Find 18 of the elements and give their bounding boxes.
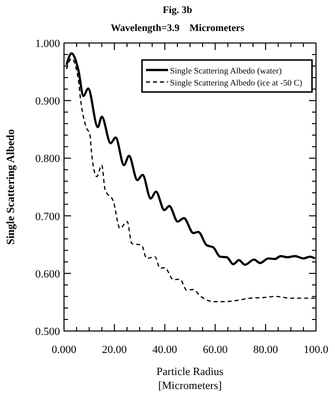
x-axis-title: Particle Radius [Micrometers] [156, 366, 224, 392]
x-tick-label: 60.00 [202, 344, 228, 356]
legend-label: Single Scattering Albedo (ice at -50 C) [170, 78, 302, 88]
x-tick-label: 100.0 [304, 344, 329, 356]
x-tick-label: 20.00 [102, 344, 128, 356]
chart-title: Fig. 3b [162, 5, 193, 16]
legend-label: Single Scattering Albedo (water) [170, 66, 282, 76]
y-tick-label: 0.500 [35, 326, 60, 338]
x-tick-label: 80.00 [253, 344, 278, 356]
x-tick-label: 40.00 [152, 344, 178, 356]
y-tick-label: 1.000 [35, 38, 60, 50]
y-tick-label: 0.800 [35, 153, 60, 166]
y-axis-title: Single Scattering Albedo [5, 128, 17, 245]
y-tick-label: 0.900 [35, 96, 60, 108]
y-tick-label: 0.700 [35, 210, 60, 223]
chart-subtitle: Wavelength=3.9 Micrometers [110, 23, 244, 34]
y-tick-label: 0.600 [35, 268, 60, 280]
x-tick-label: 0.000 [52, 344, 77, 356]
